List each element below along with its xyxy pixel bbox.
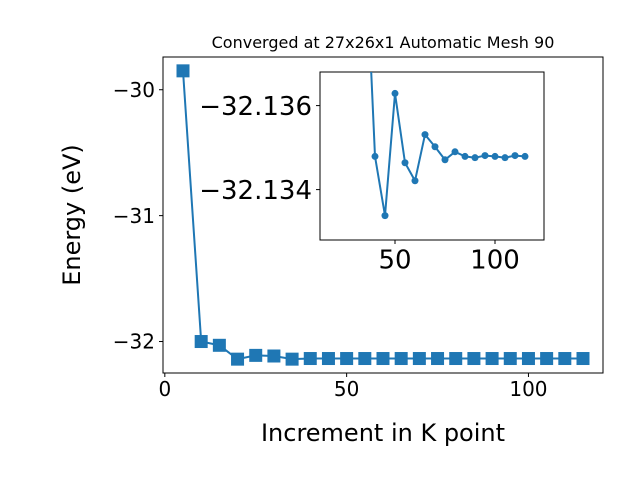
x-tick-label: 50 bbox=[334, 377, 359, 401]
marker bbox=[501, 154, 509, 162]
marker bbox=[451, 148, 459, 156]
marker bbox=[431, 352, 445, 366]
marker bbox=[303, 352, 317, 366]
x-tick-label: 0 bbox=[158, 377, 171, 401]
marker bbox=[511, 152, 519, 160]
marker bbox=[471, 154, 479, 162]
marker bbox=[412, 352, 426, 366]
marker bbox=[249, 348, 263, 362]
marker bbox=[212, 338, 226, 352]
marker bbox=[381, 212, 389, 220]
x-axis-label: Increment in K point bbox=[261, 419, 505, 447]
marker bbox=[285, 352, 299, 366]
marker bbox=[421, 131, 429, 139]
marker bbox=[411, 177, 419, 185]
y-axis-label: Energy (eV) bbox=[58, 144, 86, 286]
y-tick-label: −32.136 bbox=[199, 92, 312, 122]
series bbox=[176, 64, 590, 366]
marker bbox=[521, 152, 529, 160]
marker bbox=[485, 352, 499, 366]
marker bbox=[321, 352, 335, 366]
marker bbox=[441, 156, 449, 164]
marker bbox=[267, 349, 281, 363]
x-tick-label: 50 bbox=[378, 245, 411, 275]
marker bbox=[481, 152, 489, 160]
marker bbox=[431, 143, 439, 151]
x-tick-label: 100 bbox=[509, 377, 547, 401]
marker bbox=[231, 352, 245, 366]
marker bbox=[467, 352, 481, 366]
marker bbox=[521, 352, 535, 366]
marker bbox=[391, 89, 399, 97]
marker bbox=[503, 352, 517, 366]
marker bbox=[540, 352, 554, 366]
marker bbox=[371, 152, 379, 160]
marker bbox=[449, 352, 463, 366]
marker bbox=[491, 152, 499, 160]
marker bbox=[194, 335, 208, 349]
marker bbox=[558, 352, 572, 366]
marker bbox=[176, 64, 190, 78]
marker bbox=[394, 352, 408, 366]
y-tick-label: −30 bbox=[113, 78, 155, 102]
marker bbox=[358, 352, 372, 366]
marker bbox=[376, 352, 390, 366]
y-tick-label: −32.134 bbox=[199, 176, 312, 206]
x-tick-label: 100 bbox=[470, 245, 520, 275]
series bbox=[370, 72, 529, 220]
marker bbox=[461, 152, 469, 160]
marker bbox=[401, 159, 409, 167]
marker bbox=[340, 352, 354, 366]
y-tick-label: −31 bbox=[113, 204, 155, 228]
y-tick-label: −32 bbox=[113, 330, 155, 354]
chart-title: Converged at 27x26x1 Automatic Mesh 90 bbox=[212, 33, 555, 52]
marker bbox=[576, 352, 590, 366]
